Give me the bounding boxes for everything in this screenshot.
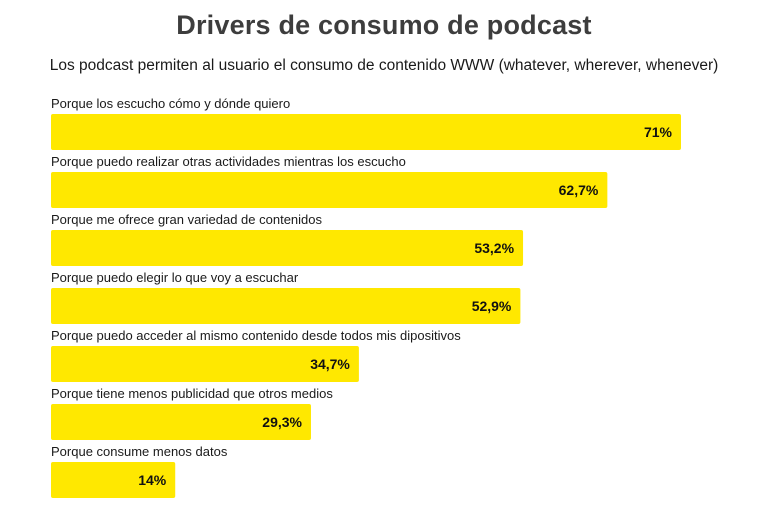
- bar: [51, 288, 521, 324]
- category-label: Porque puedo elegir lo que voy a escucha…: [51, 270, 299, 285]
- value-label: 29,3%: [262, 414, 302, 430]
- value-label: 53,2%: [474, 240, 514, 256]
- value-label: 52,9%: [472, 298, 512, 314]
- value-label: 14%: [138, 472, 167, 488]
- bar: [51, 462, 176, 498]
- category-label: Porque puedo acceder al mismo contenido …: [51, 328, 461, 343]
- value-label: 71%: [644, 124, 673, 140]
- bar: [51, 404, 311, 440]
- category-label: Porque consume menos datos: [51, 444, 228, 459]
- value-label: 62,7%: [559, 182, 599, 198]
- chart-subtitle: Los podcast permiten al usuario el consu…: [49, 57, 719, 74]
- category-label: Porque los escucho cómo y dónde quiero: [51, 96, 290, 111]
- bar: [51, 114, 681, 150]
- value-label: 34,7%: [310, 356, 350, 372]
- category-label: Porque tiene menos publicidad que otros …: [51, 386, 333, 401]
- bar: [51, 230, 524, 266]
- category-label: Porque puedo realizar otras actividades …: [51, 154, 406, 169]
- bar: [51, 346, 359, 382]
- bar: [51, 172, 608, 208]
- category-label: Porque me ofrece gran variedad de conten…: [51, 212, 323, 227]
- chart-title: Drivers de consumo de podcast: [176, 10, 592, 40]
